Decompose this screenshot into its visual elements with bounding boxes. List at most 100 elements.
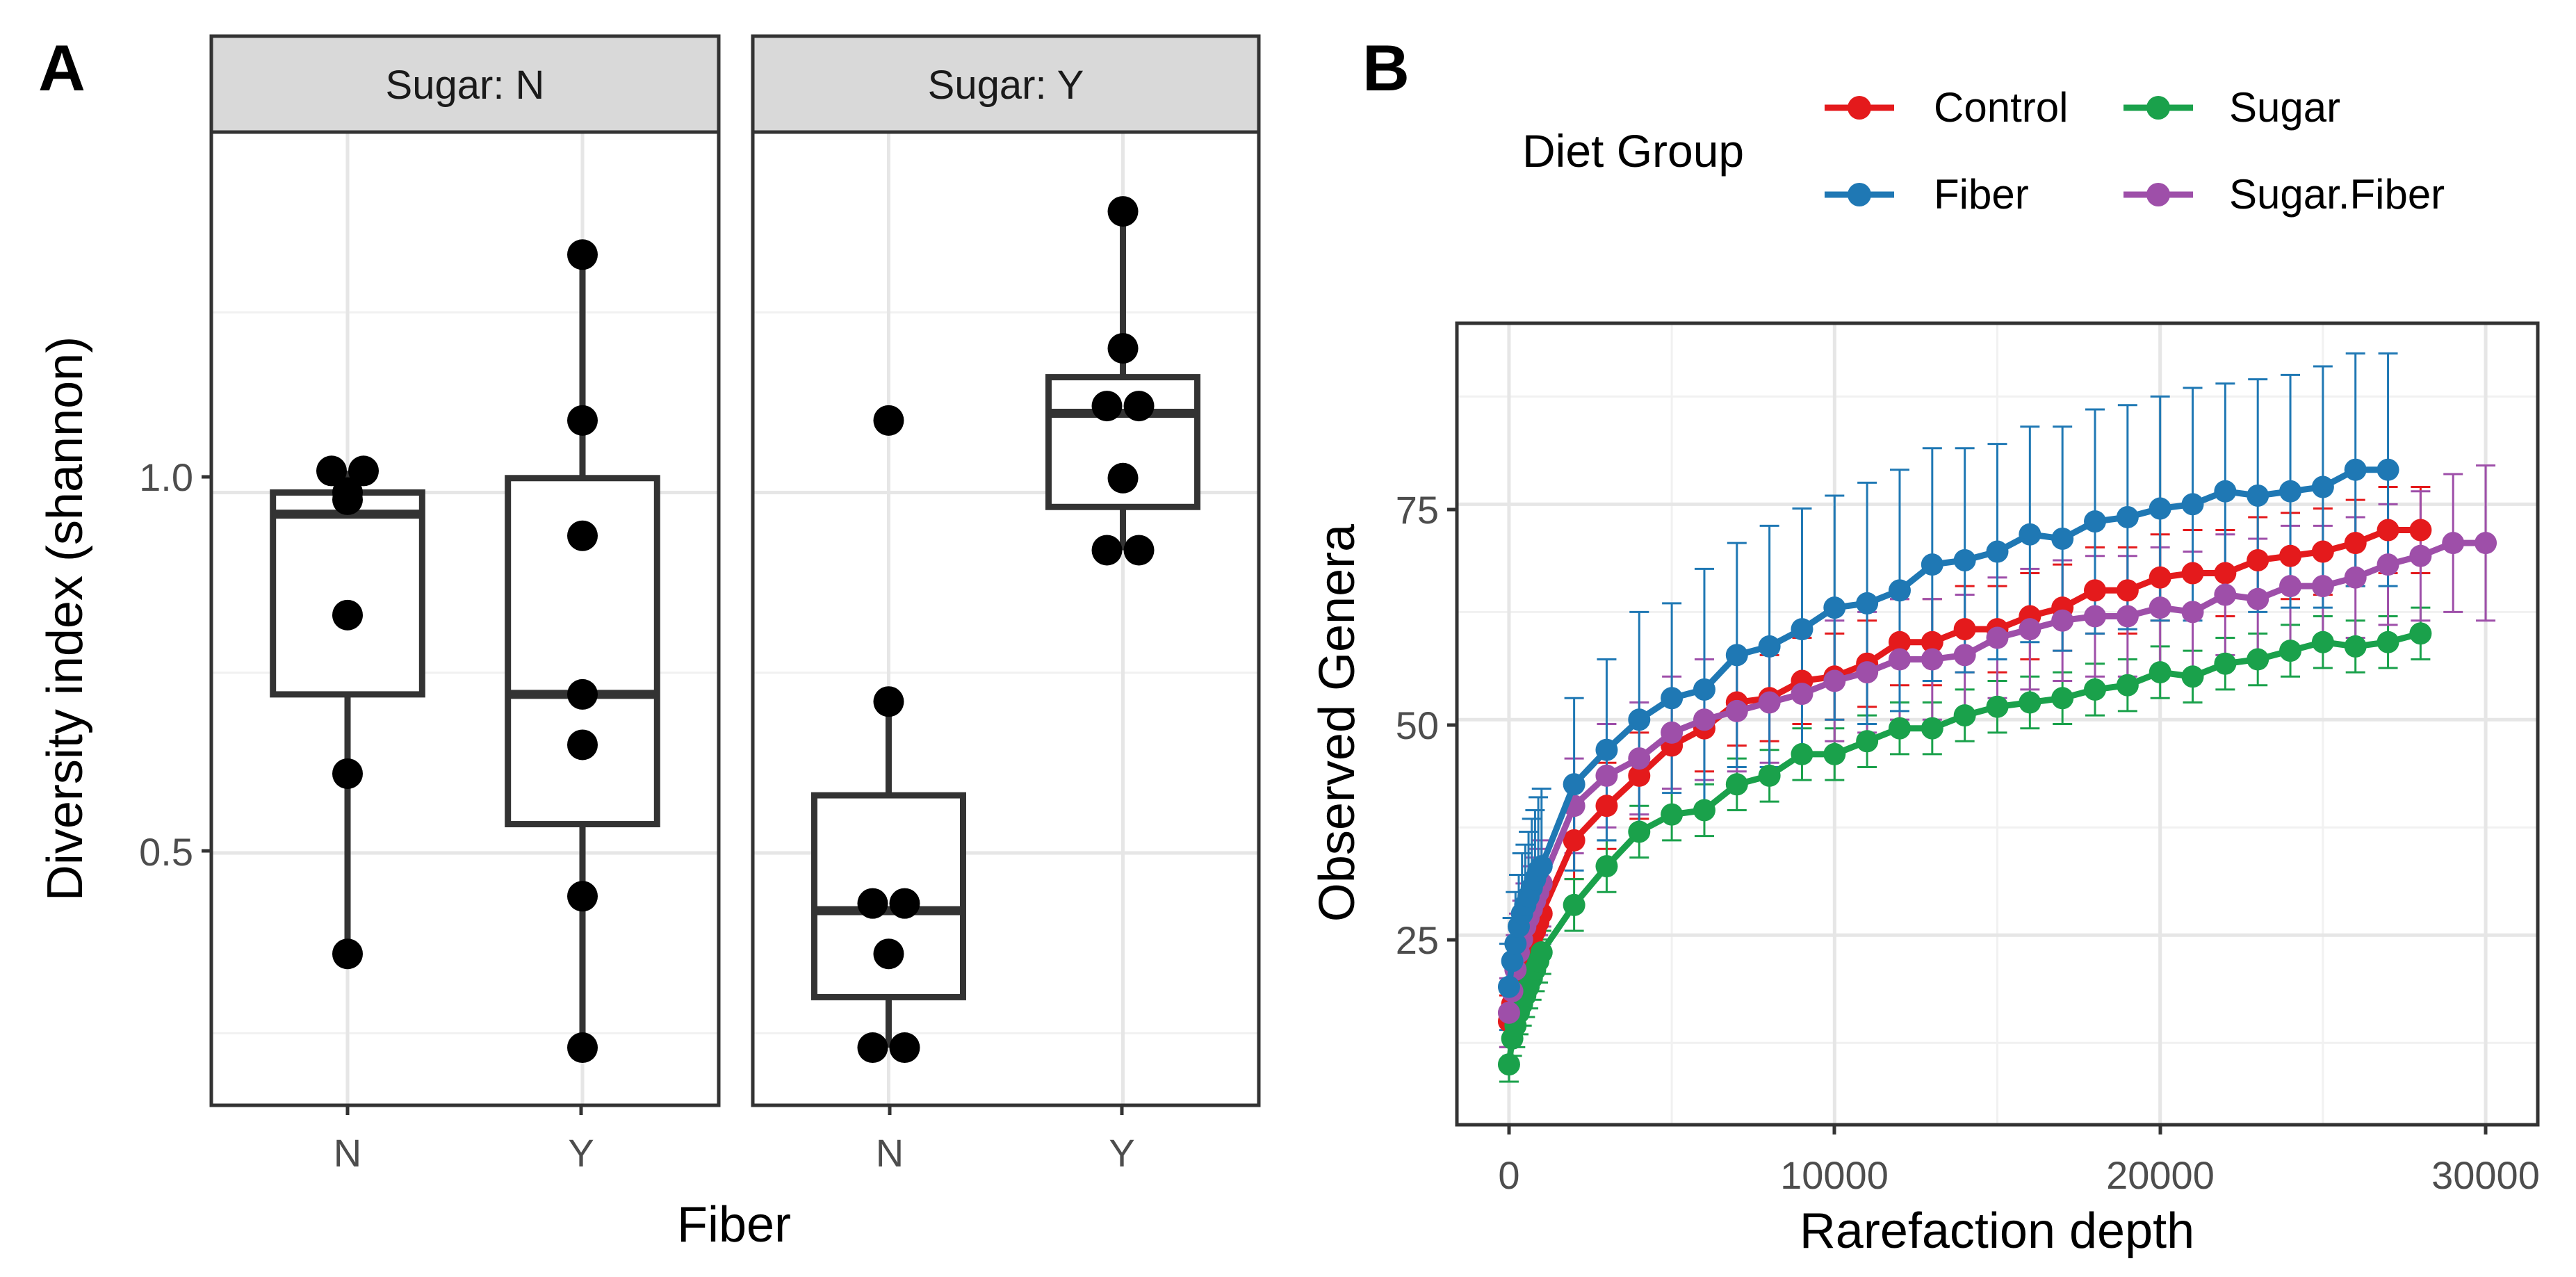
series-point-sugar-fiber [2344, 566, 2367, 589]
series-point-sugar-fiber [1986, 626, 2009, 649]
series-point-control [2149, 566, 2171, 589]
series-point-fiber [1595, 738, 1618, 761]
series-point-sugar-fiber [2442, 532, 2465, 555]
series-point-sugar-fiber [1953, 644, 1976, 667]
series-point-fiber [1725, 644, 1748, 667]
series-point-control [2214, 562, 2237, 585]
series-point-control [2247, 548, 2269, 571]
facet-sugar-y-border [751, 130, 1261, 1107]
series-point-sugar [1595, 855, 1618, 878]
series-point-fiber [2051, 527, 2074, 550]
series-point-sugar-fiber [2116, 605, 2139, 628]
data-point [566, 881, 598, 912]
panel-a-letter: A [38, 31, 85, 104]
panel-a-y-axis-title: Diversity index (shannon) [38, 336, 93, 901]
data-point [348, 455, 380, 487]
series-point-control [2344, 532, 2367, 555]
series-point-sugar [1823, 742, 1846, 765]
series-point-fiber [1921, 553, 1943, 576]
panel-b-y-tick-label: 25 [1396, 918, 1439, 962]
data-point [889, 888, 920, 919]
facet-sugar-n-border [209, 130, 721, 1107]
series-point-fiber [1823, 596, 1846, 619]
data-point [1107, 462, 1139, 494]
series-point-fiber [2084, 510, 2107, 533]
panel-a-x-tick-label: Y [568, 1131, 594, 1175]
series-point-sugar [2311, 631, 2334, 653]
series-point-sugar [1888, 717, 1911, 740]
series-point-fiber [2181, 493, 2204, 516]
series-point-sugar-fiber [2019, 618, 2041, 641]
series-point-sugar [1986, 695, 2009, 718]
series-point-sugar-fiber [1628, 747, 1651, 770]
data-point [566, 678, 598, 710]
series-point-sugar [1497, 1053, 1520, 1076]
legend-key-point [1848, 96, 1871, 120]
series-point-sugar-fiber [1921, 648, 1943, 671]
series-point-fiber [2149, 497, 2171, 520]
series-point-control [1628, 764, 1651, 787]
series-point-sugar-fiber [1725, 699, 1748, 722]
series-point-sugar [1953, 704, 1976, 727]
series-point-fiber [1563, 773, 1585, 796]
legend-item-control: Control [1825, 84, 2068, 131]
panel-a-y-tick-label: 1.0 [139, 455, 193, 499]
legend-label-sugar-fiber: Sugar.Fiber [2229, 171, 2445, 218]
series-point-fiber [1693, 678, 1715, 701]
series-point-sugar-fiber [2149, 596, 2171, 619]
series-point-control [1563, 829, 1585, 852]
series-point-sugar-fiber [2377, 553, 2399, 576]
series-point-sugar [1921, 717, 1943, 740]
data-point [857, 888, 888, 919]
series-point-sugar [2019, 691, 2041, 714]
series-point-sugar [2247, 648, 2269, 671]
series-point-sugar-fiber [2181, 601, 2204, 624]
series-point-control [2116, 579, 2139, 602]
data-point [873, 686, 904, 717]
series-point-fiber [1986, 540, 2009, 563]
legend-label-control: Control [1934, 84, 2068, 131]
series-point-fiber [2279, 480, 2302, 503]
legend-key-point [2146, 183, 2170, 206]
data-point [566, 1032, 598, 1064]
panel-a: A Sugar: N Sugar: Y 1.0 0.5 N Y N [38, 31, 1261, 1253]
series-point-sugar [2409, 622, 2432, 645]
series-point-sugar [2149, 661, 2171, 684]
series-point-fiber [1497, 975, 1520, 998]
facet-strip-sugar-y [751, 34, 1261, 134]
series-point-sugar-fiber [1758, 691, 1781, 714]
series-point-fiber [1661, 687, 1684, 710]
series-point-sugar [2377, 631, 2399, 653]
data-point [889, 1032, 920, 1064]
series-point-sugar-fiber [2409, 544, 2432, 567]
panel-a-x-tick-label: N [334, 1131, 361, 1175]
series-point-sugar-fiber [2279, 575, 2302, 598]
facet-sugar-y [751, 130, 1261, 1107]
series-point-fiber [1791, 618, 1813, 641]
series-point-fiber [1501, 950, 1524, 973]
data-point [1091, 535, 1123, 566]
series-point-sugar [1530, 941, 1553, 964]
series-point-sugar-fiber [1791, 683, 1813, 706]
series-point-fiber [2377, 458, 2399, 481]
series-point-sugar [1758, 764, 1781, 787]
series-point-sugar-fiber [1661, 721, 1684, 744]
series-point-fiber [2247, 484, 2269, 507]
series-point-control [2409, 519, 2432, 542]
series-point-control [2279, 544, 2302, 567]
data-point [332, 758, 364, 789]
series-point-sugar [1856, 730, 1879, 753]
panel-a-x-axis-title: Fiber [677, 1197, 791, 1253]
series-point-sugar-fiber [2051, 609, 2074, 632]
series-point-sugar [1791, 742, 1813, 765]
data-point [1107, 196, 1139, 227]
panel-b-x-tick-label: 10000 [1780, 1153, 1889, 1197]
data-point [566, 729, 598, 760]
panel-b: B Diet Group Control Sugar Fiber [1310, 31, 2540, 1259]
series-point-control [2311, 540, 2334, 563]
series-point-sugar [1563, 893, 1585, 916]
legend-label-fiber: Fiber [1934, 171, 2029, 218]
series-point-fiber [1504, 932, 1527, 955]
series-point-sugar [1693, 799, 1715, 822]
